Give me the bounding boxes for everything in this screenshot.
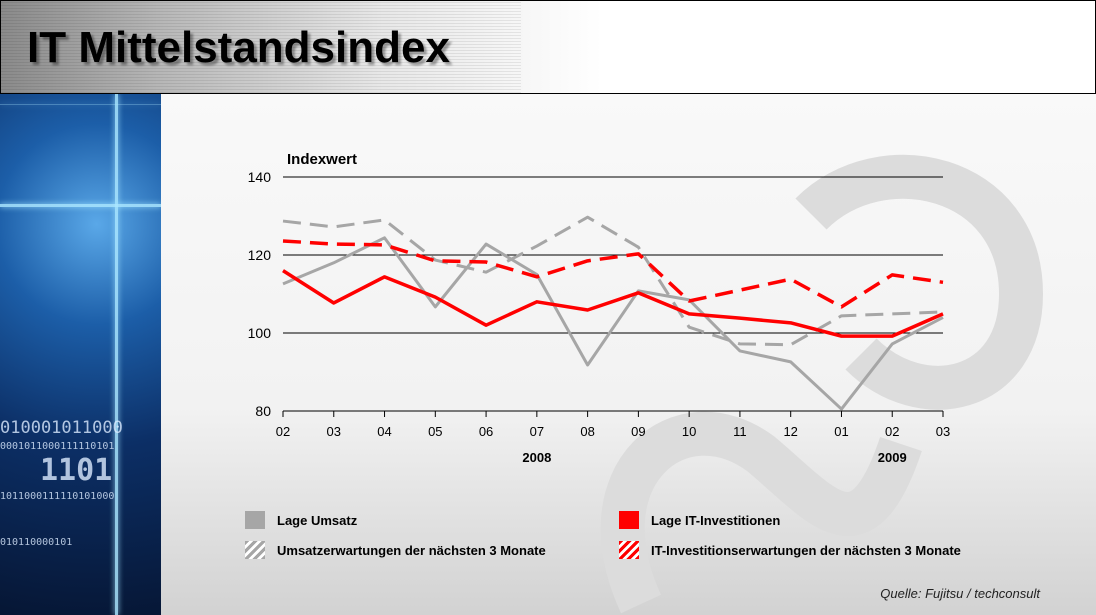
x-tick-label: 10 bbox=[682, 424, 696, 439]
year-label: 2008 bbox=[522, 450, 551, 465]
x-tick-label: 03 bbox=[936, 424, 950, 439]
y-tick-label: 80 bbox=[255, 403, 271, 419]
title-banner: IT Mittelstandsindex bbox=[0, 0, 1096, 94]
grid-line-decor bbox=[115, 94, 118, 615]
series-line-3 bbox=[282, 239, 944, 309]
grid-line-decor bbox=[0, 104, 161, 105]
fujitsu-logo-watermark bbox=[600, 154, 1044, 614]
source-note: Quelle: Fujitsu / techconsult bbox=[880, 586, 1040, 601]
line-chart: 80 100 120 140 02 03 04 05 06 07 08 09 10 11 12 01 02 03 2… bbox=[248, 151, 1044, 614]
series-line-1 bbox=[282, 269, 944, 338]
binary-text: 0001011000111110101 bbox=[0, 441, 115, 452]
x-tick-label: 07 bbox=[530, 424, 544, 439]
x-tick-label: 03 bbox=[327, 424, 341, 439]
year-label: 2009 bbox=[878, 450, 907, 465]
legend-swatch-gray bbox=[245, 511, 265, 529]
decorative-side-panel: 010001011000 0001011000111110101 1101 10… bbox=[0, 94, 161, 615]
binary-text: 1011000111110101000 bbox=[0, 491, 115, 502]
page-title: IT Mittelstandsindex bbox=[27, 23, 450, 72]
legend-item-lage-it: Lage IT-Investitionen bbox=[619, 511, 780, 529]
legend-label: IT-Investitionserwartungen der nächsten … bbox=[651, 542, 961, 558]
legend-label: Umsatzerwartungen der nächsten 3 Monate bbox=[277, 542, 546, 558]
legend-item-it-erwartungen: IT-Investitionserwartungen der nächsten … bbox=[619, 541, 961, 559]
x-tick-label: 09 bbox=[631, 424, 645, 439]
y-tick-label: 120 bbox=[248, 247, 272, 263]
legend-label: Lage Umsatz bbox=[277, 512, 358, 528]
x-tick-label: 04 bbox=[377, 424, 391, 439]
x-tick-label: 01 bbox=[834, 424, 848, 439]
legend-swatch-red bbox=[619, 511, 639, 529]
chart-area: 80 100 120 140 02 03 04 05 06 07 08 09 10 11 12 01 02 03 2… bbox=[161, 94, 1096, 615]
series-line-2 bbox=[282, 215, 944, 347]
x-tick-label: 02 bbox=[276, 424, 290, 439]
y-tick-label: 140 bbox=[248, 169, 272, 185]
legend-swatch-red-hatched bbox=[619, 541, 639, 559]
binary-text: 010110000101 bbox=[0, 537, 73, 548]
x-tick-label: 02 bbox=[885, 424, 899, 439]
binary-text: 010001011000 bbox=[0, 418, 123, 438]
x-tick-label: 05 bbox=[428, 424, 442, 439]
y-axis-label: Indexwert bbox=[287, 151, 357, 168]
legend-label: Lage IT-Investitionen bbox=[651, 512, 781, 528]
binary-text: 1101 bbox=[40, 453, 113, 488]
x-tick-label: 12 bbox=[783, 424, 797, 439]
series-line-0 bbox=[282, 236, 944, 411]
x-tick-label: 11 bbox=[733, 424, 747, 439]
x-tick-label: 06 bbox=[479, 424, 493, 439]
x-tick-label: 08 bbox=[580, 424, 594, 439]
legend-swatch-gray-hatched bbox=[245, 541, 265, 559]
legend-item-umsatzerwartungen: Umsatzerwartungen der nächsten 3 Monate bbox=[245, 541, 546, 559]
y-tick-label: 100 bbox=[248, 325, 272, 341]
legend-item-lage-umsatz: Lage Umsatz bbox=[245, 511, 357, 529]
grid-line-decor bbox=[0, 204, 161, 207]
